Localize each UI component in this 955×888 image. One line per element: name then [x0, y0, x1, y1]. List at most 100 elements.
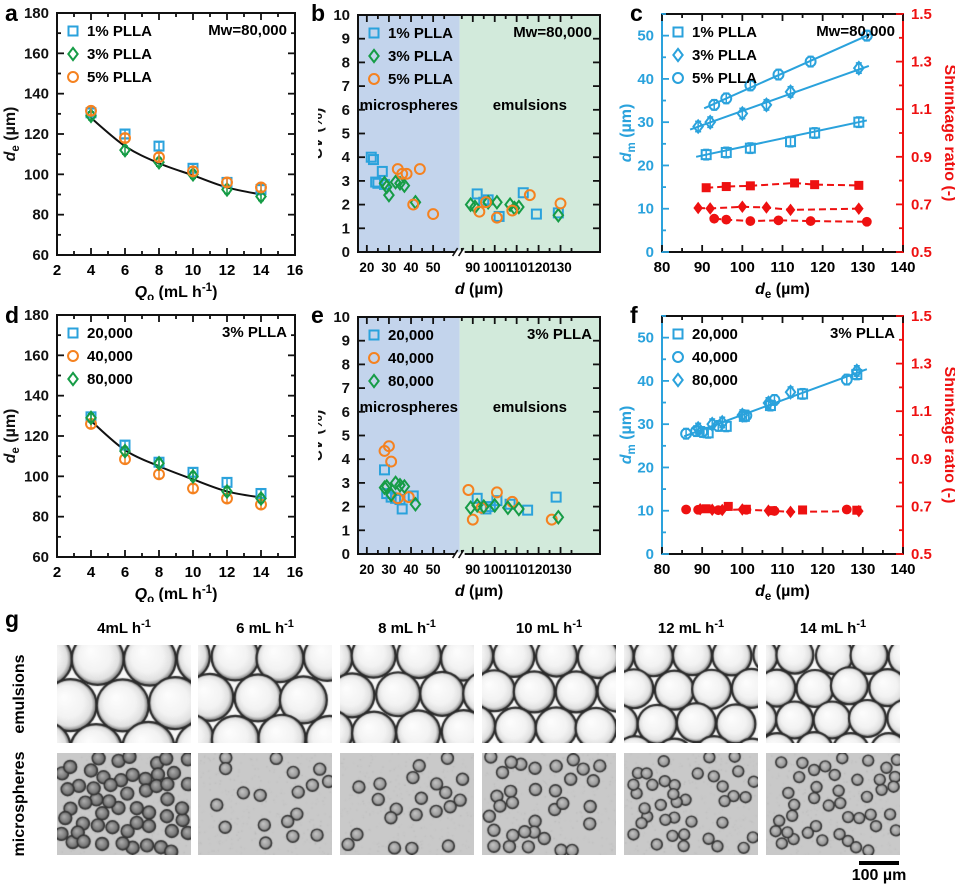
micrograph-column-header-5: 12 mL h-1	[657, 618, 725, 637]
svg-text:50: 50	[637, 330, 654, 347]
svg-text:110: 110	[770, 259, 794, 276]
svg-text:de (µm): de (µm)	[2, 409, 22, 464]
svg-text:30: 30	[381, 260, 396, 275]
svg-text:8: 8	[155, 564, 163, 581]
micrograph-microspheres-3	[340, 753, 474, 855]
svg-text:60: 60	[32, 549, 49, 566]
svg-text:2: 2	[53, 564, 61, 581]
svg-text:140: 140	[24, 86, 49, 103]
svg-text:3: 3	[342, 475, 350, 492]
svg-text:Qo (mL h-1): Qo (mL h-1)	[135, 584, 218, 602]
row-label-microspheres: microspheres	[11, 751, 28, 857]
scale-bar-label: 100 µm	[851, 867, 907, 884]
svg-text:8: 8	[342, 54, 350, 71]
svg-text:30: 30	[381, 562, 396, 577]
svg-text:16: 16	[287, 564, 304, 581]
svg-text:10: 10	[637, 201, 654, 218]
panel-label-c: c	[630, 0, 643, 26]
scale-bar	[859, 861, 899, 865]
svg-text:CV (%): CV (%)	[318, 410, 326, 462]
svg-text:120: 120	[24, 126, 49, 143]
svg-text:20: 20	[637, 157, 654, 174]
svg-text:120: 120	[810, 561, 835, 578]
svg-text:4: 4	[87, 564, 96, 581]
svg-text:110: 110	[506, 562, 528, 577]
svg-text:160: 160	[24, 45, 49, 62]
svg-text:12: 12	[219, 564, 236, 581]
svg-text:Mw=80,000: Mw=80,000	[208, 22, 287, 39]
svg-text:80: 80	[654, 259, 671, 276]
svg-text:1.5: 1.5	[911, 308, 932, 325]
svg-text:130: 130	[549, 260, 572, 275]
svg-text:7: 7	[342, 380, 350, 397]
svg-text:100: 100	[730, 561, 755, 578]
svg-text:0.7: 0.7	[911, 196, 932, 213]
svg-text:1% PLLA: 1% PLLA	[388, 25, 453, 42]
panel-f-chart: 80 90 100 110 120 130 140 0 10 20 30 40 50 0.5 0.7 0.9 1…	[618, 308, 955, 602]
svg-text:6: 6	[121, 564, 129, 581]
svg-text:3% PLLA: 3% PLLA	[830, 325, 895, 342]
svg-text:180: 180	[24, 307, 49, 324]
svg-text:130: 130	[850, 561, 875, 578]
svg-text:80: 80	[32, 509, 49, 526]
micrograph-column-header-1: 4mL h-1	[97, 618, 151, 637]
svg-text:9: 9	[342, 333, 350, 350]
panel-label-e: e	[311, 302, 324, 328]
svg-text:10: 10	[333, 309, 350, 326]
micrograph-microspheres-2	[198, 753, 332, 855]
svg-text:d (µm): d (µm)	[455, 281, 503, 298]
svg-text:140: 140	[24, 388, 49, 405]
svg-text:40,000: 40,000	[87, 348, 133, 365]
svg-text:Mw=80,000: Mw=80,000	[816, 23, 895, 40]
micrograph-column-header-4: 10 mL h-1	[515, 618, 583, 637]
svg-text:Shrinkage ratio (-): Shrinkage ratio (-)	[941, 65, 955, 202]
svg-text:20: 20	[359, 562, 374, 577]
svg-text:16: 16	[287, 262, 304, 279]
svg-text:100: 100	[483, 562, 506, 577]
svg-text:20: 20	[637, 459, 654, 476]
svg-text:10: 10	[637, 503, 654, 520]
svg-text:130: 130	[549, 562, 572, 577]
svg-text:8: 8	[342, 356, 350, 373]
svg-text:100: 100	[730, 259, 755, 276]
micrograph-emulsions-6	[766, 645, 900, 743]
micrograph-microspheres-4	[482, 753, 616, 855]
svg-text:140: 140	[890, 259, 915, 276]
micrograph-emulsions-1	[57, 645, 191, 743]
panel-label-g: g	[5, 606, 20, 632]
svg-text:0.9: 0.9	[911, 451, 932, 468]
svg-text:90: 90	[465, 260, 480, 275]
svg-text:90: 90	[694, 259, 711, 276]
svg-text:6: 6	[342, 102, 350, 119]
svg-text:100: 100	[483, 260, 506, 275]
svg-text:12: 12	[219, 262, 236, 279]
svg-text:Qo (mL h-1): Qo (mL h-1)	[135, 282, 218, 300]
svg-text:80: 80	[654, 561, 671, 578]
svg-text:emulsions: emulsions	[493, 399, 567, 416]
svg-text:de (µm): de (µm)	[755, 583, 810, 602]
svg-text:0: 0	[342, 244, 350, 261]
svg-text:3% PLLA: 3% PLLA	[87, 46, 152, 63]
svg-text:de (µm): de (µm)	[2, 107, 22, 162]
svg-text:Mw=80,000: Mw=80,000	[513, 24, 592, 41]
svg-text:80,000: 80,000	[692, 372, 738, 389]
micrograph-emulsions-4	[482, 645, 616, 743]
svg-text:20,000: 20,000	[87, 325, 133, 342]
svg-text:microspheres: microspheres	[360, 399, 458, 416]
svg-text:20,000: 20,000	[388, 327, 434, 344]
panel-label-a: a	[5, 0, 18, 26]
panel-label-f: f	[630, 302, 638, 328]
svg-text:0.9: 0.9	[911, 149, 932, 166]
svg-text:5% PLLA: 5% PLLA	[87, 69, 152, 86]
svg-text:80,000: 80,000	[87, 371, 133, 388]
svg-text:0.5: 0.5	[911, 244, 932, 261]
micrograph-emulsions-3	[340, 645, 474, 743]
svg-text:20,000: 20,000	[692, 326, 738, 343]
svg-text:4: 4	[342, 149, 351, 166]
svg-text:9: 9	[342, 31, 350, 48]
svg-text:0.5: 0.5	[911, 546, 932, 563]
svg-text:130: 130	[850, 259, 875, 276]
svg-text:50: 50	[426, 260, 441, 275]
svg-text:1.1: 1.1	[911, 101, 932, 118]
svg-text:40: 40	[637, 71, 654, 88]
